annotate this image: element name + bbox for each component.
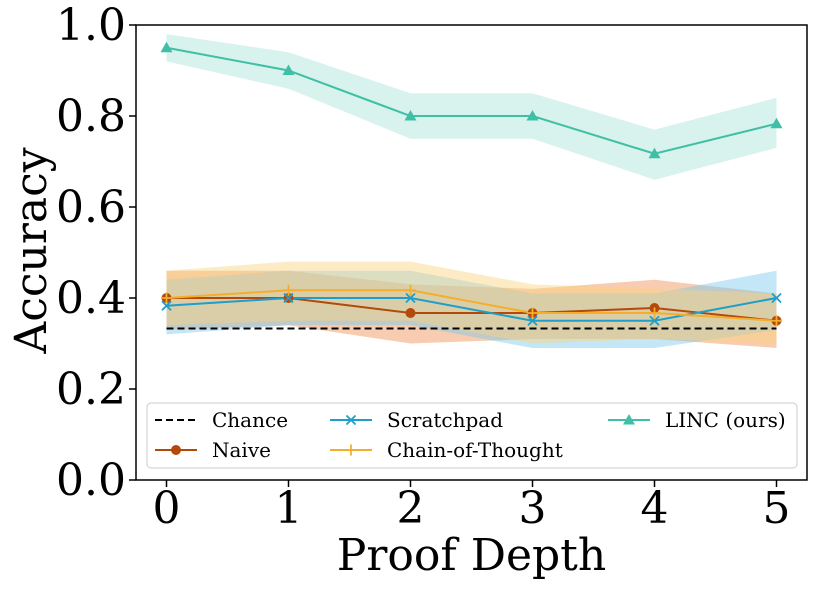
- y-tick-label: 1.0: [56, 0, 126, 51]
- linc-ours-point: [648, 147, 661, 159]
- chain-of-thought-point: [161, 292, 172, 304]
- naive-line: [166, 297, 777, 322]
- linc-ours-point: [160, 41, 173, 53]
- x-axis-title: Proof Depth: [337, 530, 606, 581]
- linc-ours-point: [770, 117, 783, 129]
- x-tick-label: 5: [763, 483, 791, 534]
- chain-of-thought-point: [527, 307, 538, 319]
- legend-chain-of-thought-marker: [345, 444, 357, 456]
- legend-scratchpad-marker: [345, 414, 357, 426]
- x-tick-label: 4: [641, 483, 669, 534]
- legend-scratchpad-label: Scratchpad: [387, 408, 503, 432]
- linc-ours-point: [404, 110, 417, 121]
- legend-chain-of-thought-label: Chain-of-Thought: [387, 438, 563, 462]
- chain-of-thought-point: [771, 315, 782, 327]
- y-tick-label: 0.0: [56, 455, 126, 506]
- series-lines: [166, 46, 777, 330]
- x-axis-ticks: 0 1 2 3 4 5: [153, 480, 791, 534]
- x-tick-label: 2: [397, 483, 425, 534]
- naive-point: [405, 308, 416, 319]
- y-axis-ticks: 0.0 0.2 0.4 0.6 0.8 1.0: [56, 0, 136, 506]
- scratchpad-point: [161, 300, 172, 311]
- scratchpad-point: [283, 292, 294, 304]
- legend-linc-ours-marker: [623, 414, 635, 425]
- linc-ours-band: [166, 34, 777, 180]
- scratchpad-point: [649, 315, 660, 326]
- linc-ours-point: [282, 64, 295, 75]
- chain-of-thought-point: [649, 307, 660, 319]
- plot-frame: [135, 24, 808, 481]
- chain-of-thought-line: [166, 289, 777, 322]
- scratchpad-point: [771, 292, 782, 304]
- legend-naive-marker: [171, 445, 181, 455]
- y-tick-label: 0.2: [56, 364, 126, 415]
- y-tick-label: 0.4: [56, 273, 126, 324]
- linc-ours-point: [526, 110, 539, 121]
- scratchpad-line: [166, 297, 777, 322]
- y-axis-title: Accuracy: [6, 147, 57, 354]
- scratchpad-point: [527, 315, 538, 326]
- scratchpad-point: [405, 292, 416, 304]
- legend-chance-label: Chance: [212, 408, 288, 432]
- chain-of-thought-point: [405, 284, 416, 296]
- x-tick-label: 1: [275, 483, 303, 534]
- legend: Chance Naive Scratchpad Chain-of-Thought LIN…: [146, 402, 798, 469]
- y-tick-label: 0.8: [56, 91, 126, 142]
- x-tick-label: 3: [519, 483, 547, 534]
- y-tick-label: 0.6: [56, 182, 126, 233]
- x-tick-label: 0: [153, 483, 181, 534]
- chain-of-thought-point: [283, 284, 294, 296]
- legend-naive-label: Naive: [212, 438, 271, 462]
- legend-linc-ours-label: LINC (ours): [665, 408, 786, 432]
- linc-ours-line: [166, 46, 777, 155]
- series-markers: [160, 41, 783, 327]
